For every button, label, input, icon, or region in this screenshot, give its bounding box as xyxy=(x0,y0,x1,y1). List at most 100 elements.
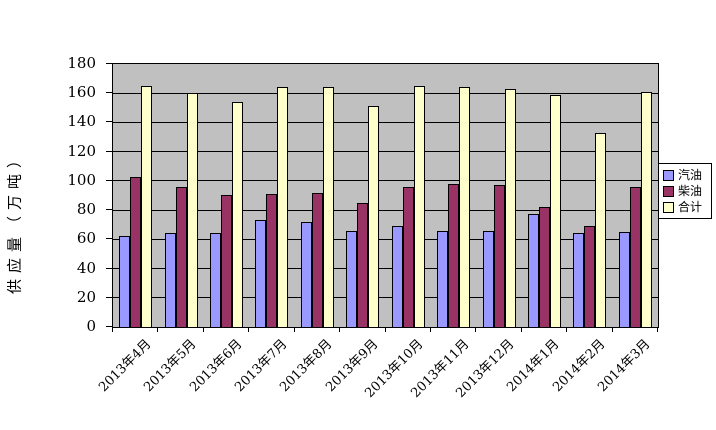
gridline xyxy=(113,238,658,240)
y-tick-mark xyxy=(106,326,112,327)
bar-group xyxy=(295,64,340,327)
diesel-bar xyxy=(402,187,414,327)
x-tick-mark xyxy=(339,327,341,332)
gasoline-legend-swatch xyxy=(663,169,674,181)
y-tick-label: 140 xyxy=(67,112,96,131)
x-tick-mark xyxy=(384,327,386,332)
total-bar xyxy=(413,86,425,327)
total-bar xyxy=(595,133,607,327)
bar-group xyxy=(204,64,249,327)
y-tick-label: 0 xyxy=(86,317,96,335)
total-bar xyxy=(640,92,652,327)
y-tick-label: 20 xyxy=(76,287,96,306)
legend-label: 柴油 xyxy=(678,184,703,198)
gasoline-bar xyxy=(437,231,449,327)
x-tick-mark xyxy=(202,327,204,332)
legend-item: 柴油 xyxy=(663,183,711,199)
gasoline-bar xyxy=(618,232,630,327)
y-tick-mark xyxy=(106,63,112,64)
diesel-bar xyxy=(130,177,142,327)
y-axis-title: 供应量（万吨） xyxy=(5,147,24,295)
legend-item: 合计 xyxy=(663,199,711,215)
legend: 汽油 柴油 合计 xyxy=(658,163,712,219)
x-tick-mark xyxy=(112,327,113,332)
gridline xyxy=(113,209,658,211)
bar-group xyxy=(158,64,203,327)
y-tick-label: 60 xyxy=(76,229,96,248)
bar-group xyxy=(522,64,567,327)
bar-group xyxy=(340,64,385,327)
bar-group xyxy=(567,64,612,327)
diesel-bar xyxy=(221,195,233,327)
x-tick-mark xyxy=(248,327,250,332)
diesel-bar xyxy=(538,207,550,327)
total-bar xyxy=(504,89,516,327)
y-tick-mark xyxy=(106,267,112,269)
y-tick-mark xyxy=(106,238,112,240)
gasoline-bar xyxy=(573,233,585,327)
diesel-bar xyxy=(357,203,369,327)
total-bar xyxy=(232,102,244,327)
total-bar xyxy=(277,87,289,327)
bar-group xyxy=(476,64,521,327)
gasoline-bar xyxy=(255,220,267,327)
bar-group xyxy=(613,64,658,327)
bar-group xyxy=(113,64,158,327)
y-tick-label: 180 xyxy=(67,54,96,72)
total-bar xyxy=(459,87,471,327)
diesel-bar xyxy=(493,185,505,327)
y-tick-mark xyxy=(106,121,112,123)
gasoline-bar xyxy=(482,231,494,327)
gridline xyxy=(113,268,658,270)
total-bar xyxy=(368,106,380,327)
x-tick-mark xyxy=(429,327,431,332)
y-tick-mark xyxy=(106,179,112,181)
y-tick-label: 120 xyxy=(67,141,96,160)
gasoline-bar xyxy=(119,236,131,327)
y-tick-label: 100 xyxy=(67,170,96,189)
diesel-bar xyxy=(311,193,323,327)
x-tick-mark xyxy=(157,327,159,332)
y-tick-label: 160 xyxy=(67,83,96,102)
legend-item: 汽油 xyxy=(663,167,711,183)
gridline xyxy=(113,151,658,153)
gasoline-bar xyxy=(391,226,403,327)
total-bar xyxy=(322,87,334,327)
gasoline-bar xyxy=(210,233,222,327)
diesel-bar xyxy=(629,187,641,327)
bar-group xyxy=(431,64,476,327)
y-tick-label: 40 xyxy=(76,258,96,277)
bar-group xyxy=(249,64,294,327)
diesel-bar xyxy=(266,194,278,327)
y-tick-mark xyxy=(106,150,112,152)
diesel-legend-swatch xyxy=(663,185,674,197)
gridline xyxy=(113,121,658,123)
legend-label: 合计 xyxy=(678,200,703,214)
gridline xyxy=(113,92,658,94)
gasoline-bar xyxy=(527,214,539,327)
x-tick-mark xyxy=(520,327,522,332)
total-bar xyxy=(549,95,561,327)
y-tick-mark xyxy=(106,296,112,298)
bar-group xyxy=(386,64,431,327)
x-tick-mark xyxy=(657,327,658,332)
gridline xyxy=(113,297,658,299)
y-tick-label: 80 xyxy=(76,200,96,219)
x-tick-mark xyxy=(566,327,568,332)
total-legend-swatch xyxy=(663,201,674,213)
gasoline-bar xyxy=(164,233,176,327)
gasoline-bar xyxy=(346,231,358,327)
diesel-bar xyxy=(175,187,187,327)
diesel-bar xyxy=(584,226,596,327)
gridline xyxy=(113,180,658,182)
gasoline-bar xyxy=(300,222,312,327)
y-tick-mark xyxy=(106,209,112,211)
y-tick-mark xyxy=(106,92,112,94)
x-tick-mark xyxy=(293,327,295,332)
x-tick-mark xyxy=(611,327,613,332)
diesel-bar xyxy=(448,184,460,327)
legend-label: 汽油 xyxy=(678,168,703,182)
x-tick-mark xyxy=(475,327,477,332)
plot-area xyxy=(112,63,659,328)
